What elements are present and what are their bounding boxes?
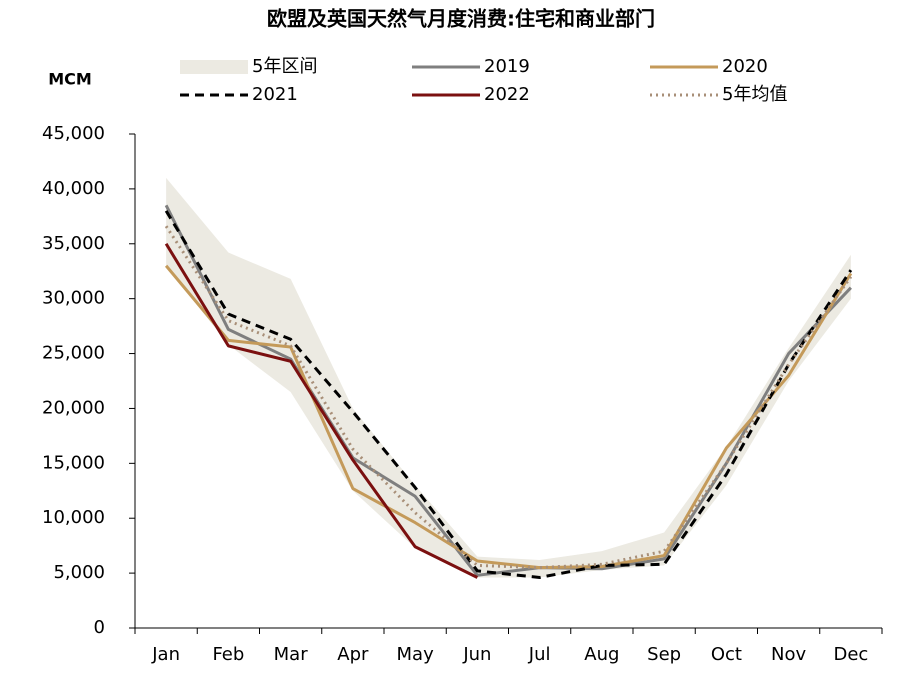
x-tick-label: Dec [833,644,868,665]
y-tick-label: 0 [94,617,105,638]
series-line [164,210,853,580]
x-tick-label: Jul [528,644,551,665]
x-tick-label: Nov [771,644,806,665]
x-tick-label: May [397,644,435,665]
x-tick-label: Aug [584,644,619,665]
x-tick-label: Jun [462,644,491,665]
x-tick-label: Sep [647,644,681,665]
range-band [166,177,851,578]
y-tick-label: 25,000 [42,343,105,364]
legend-label: 2021 [252,84,298,105]
x-tick-label: Oct [711,644,742,665]
series-line [164,242,479,579]
y-tick-label: 5,000 [53,562,105,583]
y-tick-label: 15,000 [42,452,105,473]
y-tick-label: 35,000 [42,233,105,254]
legend-swatch [180,60,248,74]
legend-label: 2020 [722,56,768,77]
legend-label: 2022 [484,84,530,105]
y-axis-label: MCM [48,70,92,89]
legend-label: 5年均值 [722,84,787,105]
legend-label: 2019 [484,56,530,77]
x-tick-label: Feb [212,644,244,665]
legend-label: 5年区间 [252,56,317,77]
y-tick-label: 20,000 [42,397,105,418]
series-line [164,204,852,577]
x-tick-label: Apr [337,644,369,665]
y-tick-label: 10,000 [42,507,105,528]
chart-title: 欧盟及英国天然气月度消费:住宅和商业部门 [267,7,655,31]
series-line [164,225,853,570]
series-line [164,264,853,570]
x-tick-label: Jan [151,644,180,665]
y-tick-label: 45,000 [42,123,105,144]
y-tick-label: 40,000 [42,178,105,199]
x-tick-label: Mar [274,644,309,665]
y-tick-label: 30,000 [42,288,105,309]
